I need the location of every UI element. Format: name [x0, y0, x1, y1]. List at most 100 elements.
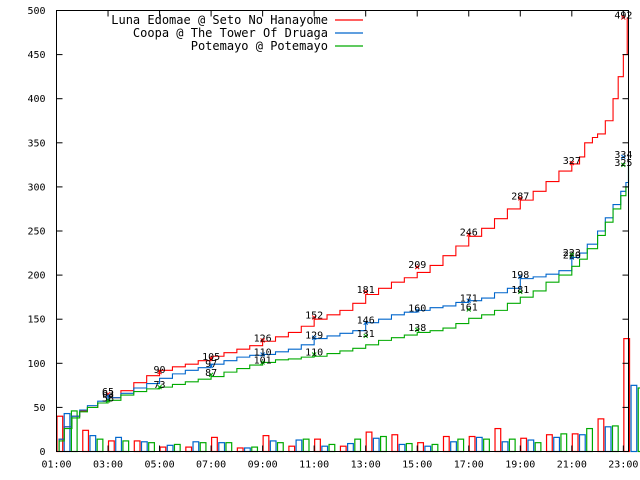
x-tick-label: 15:00: [402, 460, 432, 471]
point-marker: [208, 372, 214, 378]
x-tick-label: 05:00: [145, 460, 175, 471]
bar: [339, 445, 347, 453]
point-marker: [517, 196, 523, 201]
x-tick-label: 21:00: [557, 460, 587, 471]
bar: [630, 384, 638, 453]
point-marker: [311, 352, 317, 357]
y-tick-label: 400: [27, 94, 45, 105]
bar: [553, 436, 561, 453]
data-label: 138: [408, 323, 426, 334]
data-label: 63: [102, 389, 114, 400]
bar: [166, 444, 174, 453]
point-marker: [620, 15, 626, 20]
bar: [314, 438, 321, 453]
x-tick-label: 23:00: [608, 460, 638, 471]
x-tick-label: 03:00: [93, 460, 123, 471]
bar: [391, 434, 399, 453]
point-marker: [105, 397, 111, 403]
series-line: [56, 156, 630, 453]
bar: [199, 442, 207, 453]
bar: [262, 435, 270, 453]
bar: [63, 412, 71, 453]
data-label: 161: [460, 302, 478, 313]
data-label: 220: [563, 250, 581, 261]
point-marker: [414, 308, 420, 313]
bar: [442, 435, 450, 453]
y-tick-label: 50: [33, 403, 45, 414]
bar: [494, 427, 502, 453]
point-marker: [569, 252, 575, 258]
bar: [243, 447, 251, 453]
data-label: 73: [154, 380, 166, 391]
bar: [424, 445, 432, 453]
bar: [545, 434, 553, 453]
bar: [173, 443, 181, 453]
y-tick-label: 0: [39, 447, 45, 458]
data-label: 223: [563, 248, 581, 259]
point-marker: [363, 320, 369, 326]
bar: [578, 434, 586, 453]
series-line: [56, 17, 628, 453]
bar: [236, 447, 244, 453]
bar: [218, 442, 226, 453]
bar: [56, 415, 64, 453]
point-marker: [311, 315, 317, 320]
bar: [225, 442, 233, 453]
bar: [398, 443, 406, 453]
point-marker: [105, 393, 111, 399]
y-tick-label: 100: [27, 359, 45, 370]
bar: [347, 442, 354, 453]
bar: [251, 446, 259, 453]
bar: [483, 438, 490, 453]
cumulative-lines: [56, 17, 630, 453]
legend-label: Potemayo @ Potemayo: [191, 39, 328, 53]
data-labels: 6590105126152181209246287327492639711012…: [102, 11, 632, 405]
y-tick-label: 500: [27, 6, 45, 17]
bar: [571, 433, 579, 453]
data-label: 287: [511, 191, 529, 202]
bar: [302, 438, 310, 453]
x-tick-label: 01:00: [41, 460, 71, 471]
point-marker: [105, 391, 111, 397]
bar: [534, 442, 542, 453]
data-label: 131: [357, 329, 375, 340]
bar: [450, 441, 457, 453]
data-label: 110: [305, 347, 323, 358]
point-marker: [260, 338, 265, 343]
bar: [354, 438, 362, 453]
x-tick-label: 09:00: [248, 460, 278, 471]
y-tick-label: 200: [27, 271, 45, 282]
point-marker: [311, 335, 317, 341]
bar: [122, 440, 130, 453]
x-axis: 01:00 03:00 05:00 07:00 09:00 11:00 13:00 15:00…: [41, 10, 638, 471]
y-tick-label: 300: [27, 182, 45, 193]
data-label: 65: [102, 387, 114, 398]
bar: [276, 442, 284, 453]
bar: [405, 442, 413, 453]
point-marker: [466, 298, 472, 304]
point-marker: [208, 363, 214, 369]
point-marker: [620, 154, 626, 160]
bar: [148, 442, 155, 453]
y-tick-label: 350: [27, 138, 45, 149]
x-tick-label: 07:00: [196, 460, 226, 471]
y-tick-label: 150: [27, 315, 45, 326]
bar: [457, 438, 465, 453]
bar: [379, 435, 387, 453]
data-label: 101: [254, 355, 272, 366]
bar: [508, 438, 516, 453]
bar: [431, 443, 439, 453]
bar: [140, 441, 148, 453]
bar: [520, 437, 528, 453]
bar: [475, 436, 483, 453]
bar: [527, 439, 535, 453]
x-tick-label: 13:00: [351, 460, 381, 471]
data-label: 181: [357, 285, 375, 296]
bar: [295, 439, 303, 453]
legend-label: Luna Edomae @ Seto No Hanayome: [111, 13, 328, 27]
point-marker: [260, 360, 265, 365]
x-tick-label: 19:00: [505, 460, 535, 471]
y-axis: 0 50 100 150 200 250 300 350 400 450 500: [27, 6, 629, 458]
